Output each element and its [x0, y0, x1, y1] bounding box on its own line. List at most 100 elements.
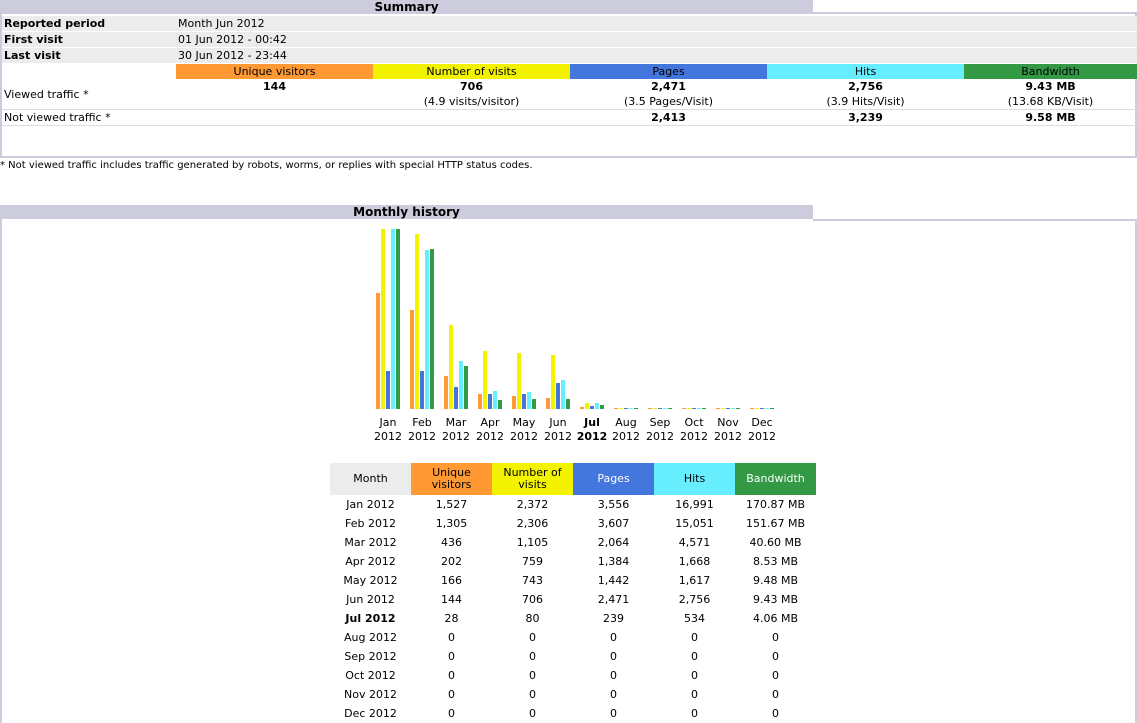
cell-unique: 0 [448, 706, 455, 720]
summary-table: Reported period Month Jun 2012 First vis… [2, 16, 1137, 126]
bar-hits [663, 408, 667, 409]
not-viewed-traffic-label: Not viewed traffic * [2, 109, 176, 126]
cell-bandwidth: 40.60 MB [749, 535, 802, 549]
x-tick-label-year: 2012 [408, 430, 436, 443]
cell-visits: 1,105 [516, 535, 549, 549]
x-tick-label-year: 2012 [510, 430, 538, 443]
not-viewed-visits [373, 109, 570, 126]
bar-visits [585, 403, 589, 409]
monthly-column-header-row: Month Unique visitors Number of visits Page… [330, 463, 816, 495]
cell-visits: 80 [525, 611, 540, 625]
cell-month: Aug 2012 [330, 628, 411, 647]
bar-bandwidth [634, 408, 638, 409]
monthly-history-header: Monthly history [0, 205, 1137, 221]
summary-header-rule [813, 12, 1137, 14]
bar-pages [590, 406, 594, 409]
cell-bandwidth: 0 [772, 630, 779, 644]
cell-visits: 2,306 [516, 516, 549, 530]
x-tick-label-year: 2012 [544, 430, 572, 443]
cell-month: Apr 2012 [330, 552, 411, 571]
cell-visits: 0 [529, 687, 536, 701]
bar-pages [658, 408, 662, 409]
monthly-col-hits: Hits [654, 463, 735, 495]
bar-hits [765, 408, 769, 409]
cell-unique: 166 [441, 573, 462, 587]
cell-unique: 144 [441, 592, 462, 606]
table-row: Jul 2012 28 80 239 534 4.06 MB [330, 609, 816, 628]
table-row: Jan 2012 1,527 2,372 3,556 16,991 170.87 MB [330, 495, 816, 514]
bar-unique [546, 398, 550, 409]
cell-hits: 0 [691, 630, 698, 644]
not-viewed-bandwidth-value: 9.58 MB [1025, 111, 1076, 124]
bar-pages [692, 408, 696, 409]
cell-unique: 202 [441, 554, 462, 568]
bar-pages [624, 408, 628, 409]
table-row: Apr 2012 202 759 1,384 1,668 8.53 MB [330, 552, 816, 571]
bar-hits [731, 408, 735, 409]
x-tick-label-month: Dec [751, 416, 772, 429]
bar-visits [449, 325, 453, 409]
cell-month: Oct 2012 [330, 666, 411, 685]
x-tick-label-month: Mar [446, 416, 467, 429]
cell-month: Jul 2012 [330, 609, 411, 628]
cell-hits: 1,668 [678, 554, 711, 568]
cell-pages: 3,607 [597, 516, 630, 530]
cell-visits: 0 [529, 706, 536, 720]
bar-bandwidth [464, 366, 468, 409]
cell-unique: 1,305 [435, 516, 468, 530]
monthly-history-chart: Jan2012Feb2012Mar2012Apr2012May2012Jun20… [374, 229, 776, 443]
info-value: Month Jun 2012 [176, 16, 1137, 32]
bar-visits [415, 234, 419, 409]
info-row: First visit 01 Jun 2012 - 00:42 [2, 31, 1137, 48]
cell-unique: 0 [448, 630, 455, 644]
viewed-unique: 144 [176, 79, 373, 110]
bar-pages [488, 394, 492, 409]
x-tick-label-month: Jan [379, 416, 397, 429]
cell-hits: 2,756 [678, 592, 711, 606]
bar-visits [755, 408, 759, 409]
cell-pages: 0 [610, 687, 617, 701]
bar-unique [580, 407, 584, 409]
cell-pages: 2,064 [597, 535, 630, 549]
info-value: 30 Jun 2012 - 23:44 [176, 47, 1137, 64]
bar-unique [648, 408, 652, 409]
cell-unique: 1,527 [435, 497, 468, 511]
x-tick-label-year: 2012 [577, 430, 608, 443]
x-tick-label-month: Sep [650, 416, 671, 429]
cell-month: Jun 2012 [330, 590, 411, 609]
cell-hits: 0 [691, 687, 698, 701]
cell-pages: 0 [610, 706, 617, 720]
table-row: Oct 2012 0 0 0 0 0 [330, 666, 816, 685]
viewed-hits-sub: (3.9 Hits/Visit) [826, 95, 905, 108]
cell-unique: 0 [448, 649, 455, 663]
info-label: Reported period [2, 16, 176, 32]
x-tick-label-month: May [513, 416, 536, 429]
monthly-col-bandwidth: Bandwidth [735, 463, 816, 495]
monthly-col-visits: Number of visits [492, 463, 573, 495]
cell-bandwidth: 151.67 MB [745, 516, 806, 530]
cell-hits: 0 [691, 706, 698, 720]
cell-month: Nov 2012 [330, 685, 411, 704]
bar-unique [444, 376, 448, 409]
bar-unique [512, 396, 516, 409]
bar-pages [760, 408, 764, 409]
x-tick-label-year: 2012 [476, 430, 504, 443]
cell-bandwidth: 0 [772, 706, 779, 720]
x-tick-label-month: Oct [684, 416, 704, 429]
cell-month: Sep 2012 [330, 647, 411, 666]
cell-pages: 3,556 [597, 497, 630, 511]
bar-visits [483, 351, 487, 409]
bar-hits [391, 229, 395, 409]
cell-visits: 2,372 [516, 497, 549, 511]
cell-bandwidth: 0 [772, 668, 779, 682]
col-hits: Hits [767, 63, 964, 79]
bar-hits [425, 250, 429, 409]
cell-pages: 1,442 [597, 573, 630, 587]
table-row: Dec 2012 0 0 0 0 0 [330, 704, 816, 723]
cell-hits: 0 [691, 649, 698, 663]
viewed-hits: 2,756 (3.9 Hits/Visit) [767, 79, 964, 110]
bar-bandwidth [668, 408, 672, 409]
table-row: Feb 2012 1,305 2,306 3,607 15,051 151.67 MB [330, 514, 816, 533]
x-tick-label-year: 2012 [442, 430, 470, 443]
bar-bandwidth [770, 408, 774, 409]
